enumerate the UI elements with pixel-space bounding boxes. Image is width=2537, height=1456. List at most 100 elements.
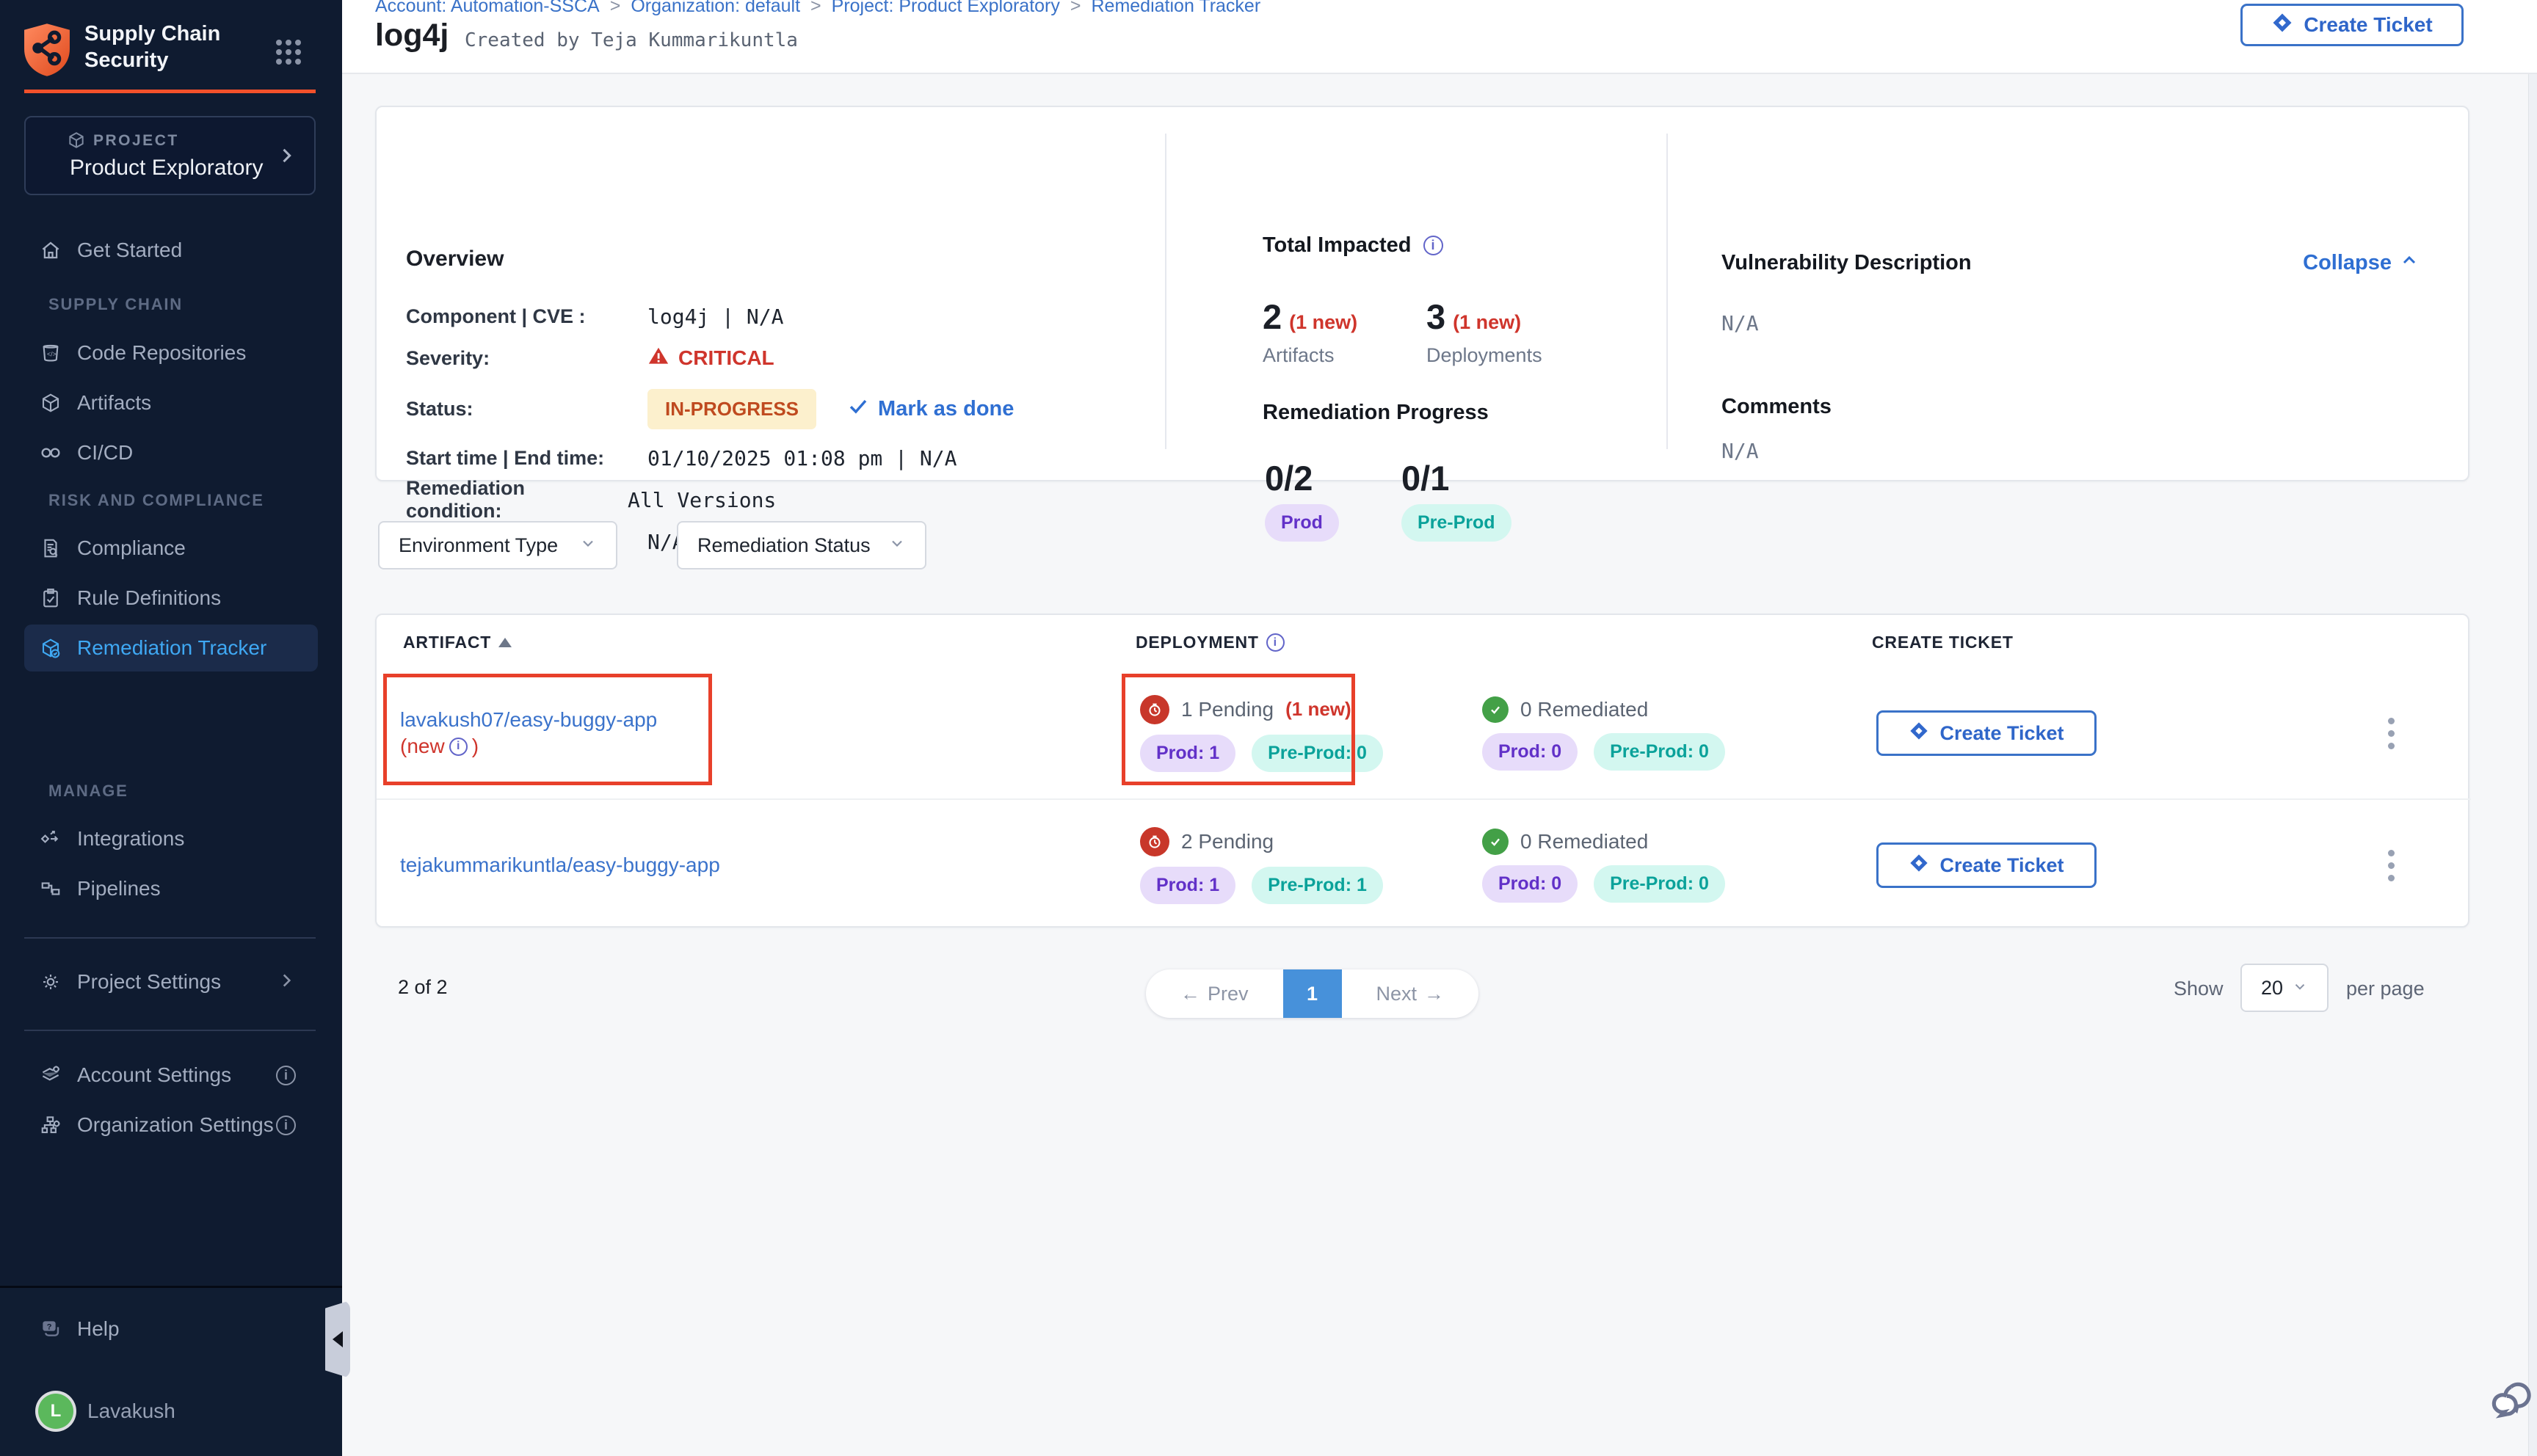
remediated-prod-badge: Prod: 0: [1482, 733, 1578, 771]
breadcrumb-current[interactable]: Remediation Tracker: [1092, 0, 1261, 16]
divider: [1666, 134, 1668, 449]
pending-prod-badge: Prod: 1: [1140, 735, 1235, 772]
remediated-check-icon: [1482, 829, 1509, 855]
remediation-status-filter[interactable]: Remediation Status: [677, 521, 926, 569]
sidebar-item-artifacts[interactable]: Artifacts: [24, 379, 318, 426]
row-menu-kebab[interactable]: [2375, 840, 2407, 891]
created-by-label: Created by Teja Kummarikuntla: [465, 29, 798, 51]
gear-icon: [38, 969, 63, 994]
divider: [24, 1030, 316, 1031]
overview-heading: Overview: [406, 247, 504, 272]
pending-count: 2 Pending: [1181, 830, 1274, 853]
comments-heading: Comments: [1721, 395, 1832, 419]
help-item[interactable]: ? Help: [24, 1306, 318, 1353]
artifact-link[interactable]: lavakush07/easy-buggy-app: [400, 708, 657, 732]
new-artifact-tag: (new ): [400, 735, 657, 758]
scrollbar-track[interactable]: [2528, 74, 2537, 1456]
page-size-select[interactable]: 20: [2240, 964, 2329, 1012]
user-menu[interactable]: L Lavakush: [24, 1388, 318, 1435]
sidebar-collapse-handle[interactable]: [325, 1300, 350, 1378]
sidebar-item-organization-settings[interactable]: Organization Settings: [24, 1102, 318, 1149]
remediation-progress-heading: Remediation Progress: [1263, 401, 1489, 425]
sidebar-item-code-repositories[interactable]: </> Code Repositories: [24, 330, 318, 376]
sort-ascending-icon: [498, 638, 512, 647]
chevron-up-icon: [2400, 251, 2418, 275]
infinity-icon: [38, 440, 63, 465]
column-artifact[interactable]: ARTIFACT: [403, 633, 512, 652]
svg-text:?: ?: [47, 1322, 52, 1331]
vulnerability-description-value: N/A: [1721, 311, 1759, 335]
sidebar-item-integrations[interactable]: Integrations: [24, 815, 318, 862]
code-repository-icon: </>: [38, 341, 63, 365]
sidebar-item-get-started[interactable]: Get Started: [24, 227, 318, 274]
breadcrumb-project[interactable]: Project: Product Exploratory: [832, 0, 1060, 16]
impacted-deployments-stat: 3(1 new) Deployments: [1426, 296, 1542, 367]
section-supply-chain: SUPPLY CHAIN: [48, 295, 313, 314]
info-icon[interactable]: [276, 1066, 296, 1085]
integrations-flow-icon: [38, 826, 63, 851]
svg-text:</>: </>: [47, 350, 57, 357]
condition-label: Remediation condition:: [406, 477, 619, 523]
page-number-button[interactable]: 1: [1283, 969, 1342, 1018]
condition-value: All Versions: [628, 488, 776, 512]
comments-value: N/A: [1721, 439, 1759, 463]
chevron-down-icon: [579, 534, 597, 557]
layers-gear-icon: [38, 1063, 63, 1088]
breadcrumb-account[interactable]: Account: Automation-SSCA: [375, 0, 600, 16]
section-manage: MANAGE: [48, 782, 313, 801]
pending-prod-badge: Prod: 1: [1140, 867, 1235, 904]
sidebar-item-account-settings[interactable]: Account Settings: [24, 1052, 318, 1099]
pending-count: 1 Pending: [1181, 698, 1274, 721]
arrow-right-icon: →: [1424, 983, 1444, 1005]
project-selector[interactable]: PROJECT Product Exploratory: [24, 116, 316, 195]
collapse-link[interactable]: Collapse: [2303, 251, 2418, 275]
column-create-ticket: CREATE TICKET: [1872, 633, 2014, 652]
page-title: log4j: [375, 18, 449, 54]
org-chart-gear-icon: [38, 1113, 63, 1138]
create-ticket-button-row[interactable]: Create Ticket: [1876, 842, 2097, 888]
next-page-button[interactable]: Next →: [1342, 969, 1479, 1018]
jira-diamond-icon: [2271, 12, 2293, 39]
row-menu-kebab[interactable]: [2375, 707, 2407, 759]
brand-accent-rule: [24, 90, 316, 93]
create-ticket-button-row[interactable]: Create Ticket: [1876, 710, 2097, 756]
info-icon[interactable]: [276, 1115, 296, 1135]
severity-label: Severity:: [406, 347, 619, 370]
sidebar-item-rule-definitions[interactable]: Rule Definitions: [24, 575, 318, 622]
sidebar-item-pipelines[interactable]: Pipelines: [24, 865, 318, 912]
impacted-artifacts-stat: 2(1 new) Artifacts: [1263, 296, 1357, 367]
info-icon[interactable]: [1266, 633, 1285, 652]
sidebar-item-project-settings[interactable]: Project Settings: [24, 958, 318, 1005]
pending-clock-icon: [1140, 827, 1169, 856]
row-count-label: 2 of 2: [398, 976, 448, 999]
prev-page-button[interactable]: ← Prev: [1146, 969, 1283, 1018]
info-icon[interactable]: [449, 738, 468, 756]
chat-support-icon[interactable]: [2487, 1374, 2537, 1435]
remediated-preprod-badge: Pre-Prod: 0: [1594, 865, 1725, 903]
remediated-check-icon: [1482, 696, 1509, 723]
pipelines-icon: [38, 876, 63, 901]
divider: [1165, 134, 1166, 449]
create-ticket-button-top[interactable]: Create Ticket: [2240, 4, 2464, 46]
sidebar-footer: ? Help L Lavakush: [0, 1286, 342, 1456]
remediated-prod-badge: Prod: 0: [1482, 865, 1578, 903]
document-search-icon: [38, 536, 63, 561]
severity-value: CRITICAL: [678, 346, 774, 370]
help-chat-icon: ?: [38, 1317, 63, 1342]
chevron-down-icon: [2292, 977, 2308, 1000]
artifact-link[interactable]: tejakummarikuntla/easy-buggy-app: [400, 853, 720, 877]
sidebar-item-compliance[interactable]: Compliance: [24, 525, 318, 572]
app-switcher-grid-icon[interactable]: [276, 40, 301, 65]
pending-preprod-badge: Pre-Prod: 1: [1252, 867, 1383, 904]
breadcrumb-organization[interactable]: Organization: default: [631, 0, 800, 16]
section-risk-compliance: RISK AND COMPLIANCE: [48, 491, 313, 510]
environment-type-filter[interactable]: Environment Type: [378, 521, 617, 569]
info-icon[interactable]: [1423, 236, 1443, 255]
check-icon: [847, 395, 869, 423]
mark-as-done-button[interactable]: Mark as done: [847, 395, 1014, 423]
jira-diamond-icon: [1909, 721, 1929, 746]
sidebar-item-remediation-tracker[interactable]: Remediation Tracker: [24, 625, 318, 671]
sidebar-item-cicd[interactable]: CI/CD: [24, 429, 318, 476]
pending-new: (1 new): [1285, 698, 1351, 721]
prod-progress-stat: 0/2 Prod: [1265, 458, 1339, 542]
